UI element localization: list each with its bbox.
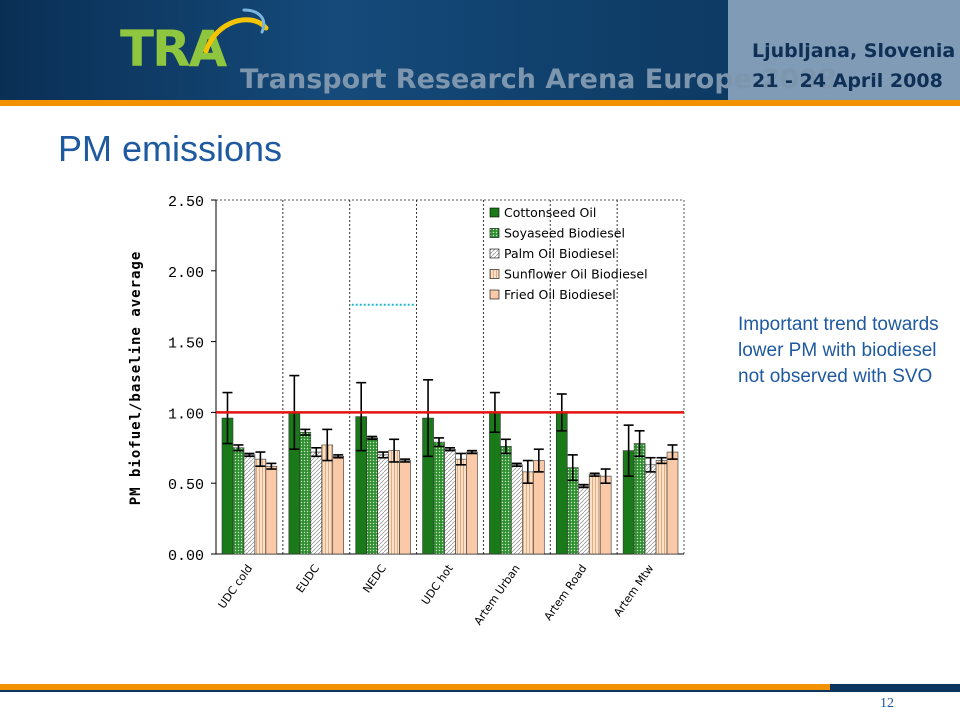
x-tick-label: UDC cold xyxy=(216,562,256,611)
bar-palm-oil-biodiesel xyxy=(243,454,256,555)
y-tick-label: 0.50 xyxy=(168,477,204,494)
conference-location: Ljubljana, Slovenia xyxy=(752,40,956,62)
x-tick-label: UDC hot xyxy=(419,562,456,607)
bar-soyaseed-biodiesel xyxy=(299,431,312,555)
header-banner: TRA Transport Research Arena Europe 2008… xyxy=(0,0,960,100)
legend-swatch xyxy=(489,248,500,259)
y-tick-label: 1.00 xyxy=(168,406,204,423)
bar-palm-oil-biodiesel xyxy=(644,464,657,555)
slide-title: PM emissions xyxy=(58,128,283,169)
page-number: 12 xyxy=(880,696,894,711)
bar-palm-oil-biodiesel xyxy=(444,448,456,555)
tra-logo: TRA xyxy=(120,20,227,78)
y-tick-label: 2.00 xyxy=(168,265,204,282)
y-tick-label: 0.00 xyxy=(168,548,204,565)
bar-palm-oil-biodiesel xyxy=(310,451,323,555)
bar-soyaseed-biodiesel xyxy=(433,441,445,555)
legend-label: Fried Oil Biodiesel xyxy=(504,287,616,302)
footer-orange-bar xyxy=(0,684,960,690)
header-divider xyxy=(0,100,960,106)
x-tick-label: EUDC xyxy=(294,562,323,595)
bar-sunflower-oil-biodiesel xyxy=(254,458,267,555)
bar-soyaseed-biodiesel xyxy=(500,446,512,555)
bar-sunflower-oil-biodiesel xyxy=(455,458,467,555)
bar-cottonseed-oil xyxy=(555,412,568,555)
bar-fried-oil-biodiesel xyxy=(399,460,411,555)
bar-cottonseed-oil xyxy=(489,412,501,555)
x-tick-label: NEDC xyxy=(360,562,389,595)
bar-fried-oil-biodiesel xyxy=(666,451,679,555)
bar-palm-oil-biodiesel xyxy=(577,485,590,555)
x-tick-label: Artem Mtw xyxy=(611,562,656,619)
legend-label: Soyaseed Biodiesel xyxy=(504,226,625,241)
header-date-panel xyxy=(728,0,960,100)
legend-swatch xyxy=(489,289,500,300)
legend-swatch xyxy=(489,269,500,279)
conference-subtitle: Transport Research Arena Europe 2008 xyxy=(240,64,837,95)
bar-sunflower-oil-biodiesel xyxy=(388,450,400,555)
bar-soyaseed-biodiesel xyxy=(232,447,245,555)
bar-palm-oil-biodiesel xyxy=(377,454,389,555)
bar-fried-oil-biodiesel xyxy=(265,465,278,555)
bar-sunflower-oil-biodiesel xyxy=(655,460,668,555)
bar-palm-oil-biodiesel xyxy=(511,464,523,555)
bar-soyaseed-biodiesel xyxy=(366,437,378,555)
legend-label: Sunflower Oil Biodiesel xyxy=(504,267,648,282)
footer-dark-segment xyxy=(830,684,960,690)
legend-label: Palm Oil Biodiesel xyxy=(504,246,616,261)
x-tick-label: Artem Urban xyxy=(472,562,523,627)
bar-fried-oil-biodiesel xyxy=(599,475,612,555)
bar-soyaseed-biodiesel xyxy=(633,443,646,555)
x-tick-label: Artem Road xyxy=(542,562,590,623)
trend-note: Important trend towards lower PM with bi… xyxy=(738,314,939,387)
y-axis-label: PM biofuel/baseline average xyxy=(128,251,144,506)
legend-label: Cottonseed Oil xyxy=(504,205,596,220)
bar-sunflower-oil-biodiesel xyxy=(522,471,534,555)
bar-fried-oil-biodiesel xyxy=(466,451,478,555)
footer-strip xyxy=(0,690,960,692)
bar-fried-oil-biodiesel xyxy=(332,455,345,555)
y-tick-label: 2.50 xyxy=(168,194,204,211)
bar-fried-oil-biodiesel xyxy=(533,460,545,555)
y-tick-label: 1.50 xyxy=(168,336,204,353)
orbit-icon xyxy=(203,8,269,54)
conference-dates: 21 - 24 April 2008 xyxy=(752,70,943,92)
legend-swatch xyxy=(489,228,500,238)
bar-sunflower-oil-biodiesel xyxy=(588,474,601,555)
legend-swatch xyxy=(489,207,500,218)
